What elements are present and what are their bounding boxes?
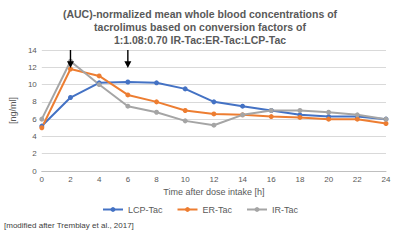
svg-text:8: 8: [154, 175, 159, 184]
svg-text:16: 16: [267, 175, 276, 184]
svg-text:LCP-Tac: LCP-Tac: [128, 205, 163, 215]
svg-text:20: 20: [324, 175, 333, 184]
svg-text:0: 0: [40, 175, 45, 184]
svg-text:4: 4: [97, 175, 102, 184]
svg-text:12: 12: [28, 63, 37, 72]
svg-text:Time after dose intake [h]: Time after dose intake [h]: [163, 187, 264, 197]
svg-text:2: 2: [32, 149, 37, 158]
svg-text:ER-Tac: ER-Tac: [203, 205, 233, 215]
svg-text:6: 6: [126, 175, 131, 184]
svg-text:10: 10: [181, 175, 190, 184]
svg-text:8: 8: [32, 97, 37, 106]
svg-text:22: 22: [353, 175, 362, 184]
svg-text:[ng/ml]: [ng/ml]: [8, 97, 18, 124]
svg-text:12: 12: [209, 175, 218, 184]
svg-text:14: 14: [28, 46, 37, 55]
svg-text:1:1.08:0.70 IR-Tac:ER-Tac:LCP-: 1:1.08:0.70 IR-Tac:ER-Tac:LCP-Tac: [114, 34, 286, 46]
svg-text:10: 10: [28, 80, 37, 89]
svg-text:14: 14: [238, 175, 247, 184]
svg-text:IR-Tac: IR-Tac: [272, 205, 299, 215]
svg-text:(AUC)-normalized mean whole bl: (AUC)-normalized mean whole blood concen…: [63, 8, 338, 20]
svg-text:6: 6: [32, 115, 37, 124]
svg-text:[modified after Tremblay et al: [modified after Tremblay et al., 2017]: [4, 221, 134, 230]
svg-text:4: 4: [32, 132, 37, 141]
svg-text:2: 2: [68, 175, 73, 184]
svg-text:0: 0: [32, 167, 37, 176]
svg-text:18: 18: [295, 175, 304, 184]
svg-text:24: 24: [382, 175, 391, 184]
svg-text:tacrolimus based on conversion: tacrolimus based on conversion factors o…: [94, 21, 306, 33]
